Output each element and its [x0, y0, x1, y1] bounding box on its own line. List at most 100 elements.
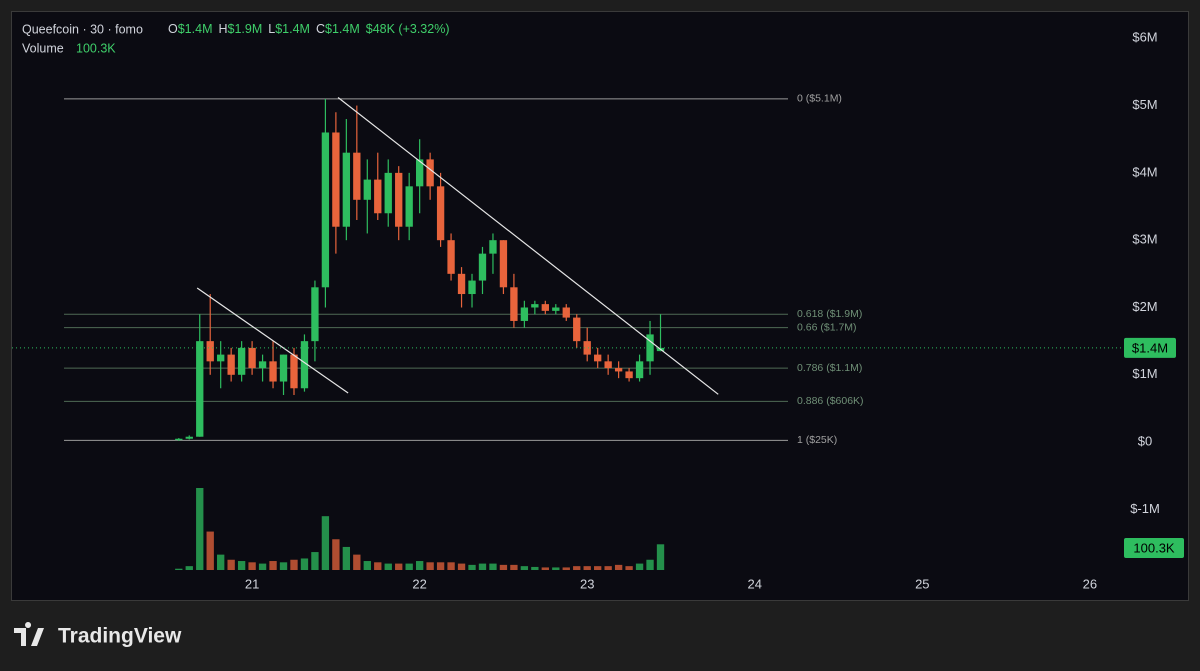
volume-bar [290, 559, 298, 570]
legend-ohlc: O$1.4M H$1.9M L$1.4M C$1.4M $48K (+3.32%) [168, 22, 449, 36]
candle-body [457, 273, 466, 295]
candle-body [227, 354, 235, 375]
legend-value: $1.4M [275, 22, 310, 36]
volume-bar [625, 566, 633, 570]
volume-bar [237, 561, 246, 570]
brand-logo [14, 622, 44, 646]
candle-body [594, 354, 602, 362]
volume-bar [269, 561, 277, 570]
volume-bar [510, 564, 518, 570]
last-price-label: $1.4M [1132, 340, 1168, 355]
volume-bar [395, 563, 403, 570]
volume-bar [583, 566, 591, 570]
candle-body [248, 347, 256, 369]
fib-label: 0.66 ($1.7M) [797, 321, 857, 333]
fib-label: 1 ($25K) [797, 434, 837, 446]
volume-bar [457, 563, 466, 570]
volume-bar [206, 531, 214, 570]
candle-body [395, 172, 403, 227]
legend-value: $1.4M [178, 22, 213, 36]
y-tick-label: $2M [1132, 299, 1157, 314]
x-tick-label: 22 [412, 576, 426, 591]
candle-body [175, 438, 183, 441]
volume-bar [573, 566, 581, 570]
candle-body [478, 253, 487, 281]
volume-bar [614, 564, 623, 570]
candle-body [269, 361, 277, 382]
candle-body [217, 354, 225, 362]
y-tick-label: $-1M [1130, 501, 1160, 516]
fib-label: 0.786 ($1.1M) [797, 362, 862, 374]
volume-bar [374, 562, 382, 570]
candle-body [426, 159, 434, 187]
candle-body [489, 240, 497, 254]
trendline [337, 97, 719, 395]
candle-body [311, 287, 319, 342]
candle-body [258, 361, 267, 369]
candle-body [196, 341, 204, 437]
candle-body [185, 436, 193, 439]
volume-bar [185, 566, 193, 570]
volume-bar [468, 564, 476, 570]
legend-value: $1.9M [228, 22, 263, 36]
candle-body [237, 347, 246, 375]
candle-body [468, 280, 476, 295]
volume-bar [478, 563, 487, 570]
volume-bar [363, 561, 371, 570]
volume-bar [175, 568, 183, 570]
candle-body [520, 307, 529, 321]
volume-bar [405, 563, 413, 570]
volume-bar [541, 567, 549, 570]
volume-bar [353, 554, 361, 570]
y-tick-label: $0 [1138, 434, 1152, 449]
volume-bar [604, 566, 612, 570]
volume-bar [342, 546, 351, 570]
y-tick-label: $3M [1132, 232, 1157, 247]
volume-badge-label: 100.3K [1133, 540, 1175, 555]
y-tick-label: $4M [1132, 164, 1157, 179]
candle-body [342, 152, 351, 227]
volume-bar [321, 516, 330, 570]
volume-bar [332, 539, 340, 570]
volume-bar [258, 563, 267, 570]
candle-body [405, 186, 413, 227]
volume-bar [384, 563, 392, 570]
candle-body [300, 341, 309, 389]
candle-body [552, 307, 560, 311]
x-tick-label: 24 [748, 576, 762, 591]
chart-panel [11, 11, 1189, 601]
legend-volume-value: 100.3K [76, 41, 116, 55]
last-price-badge [1124, 337, 1176, 358]
volume-bar [311, 552, 319, 570]
brand: TradingView [14, 622, 182, 648]
volume-bar [531, 566, 539, 570]
candle-body [415, 159, 424, 187]
candle-body [206, 341, 214, 362]
volume-bar [562, 567, 570, 570]
volume-bar [227, 559, 235, 570]
candle-body [290, 354, 298, 389]
legend-key: L [268, 22, 275, 36]
candle-body [321, 132, 330, 288]
volume-bar [248, 562, 256, 570]
candle-body [614, 368, 623, 372]
x-tick-label: 21 [245, 576, 259, 591]
volume-bar [279, 562, 288, 570]
legend-symbol: Queefcoin · 30 · fomo [22, 22, 143, 36]
volume-bar [520, 566, 529, 570]
candle-body [447, 240, 455, 274]
candle-body [374, 179, 382, 214]
trendline [196, 287, 349, 394]
x-tick-label: 23 [580, 576, 594, 591]
candle-body [646, 334, 654, 362]
volume-bar [426, 562, 434, 570]
candle-body [562, 307, 570, 318]
candle-body [510, 287, 518, 321]
legend-change: $48K (+3.32%) [366, 22, 450, 36]
fib-label: 0.618 ($1.9M) [797, 308, 862, 320]
fib-label: 0.886 ($606K) [797, 395, 864, 407]
volume-bar [300, 558, 309, 570]
candle-body [531, 304, 539, 308]
volume-badge [1124, 538, 1184, 558]
